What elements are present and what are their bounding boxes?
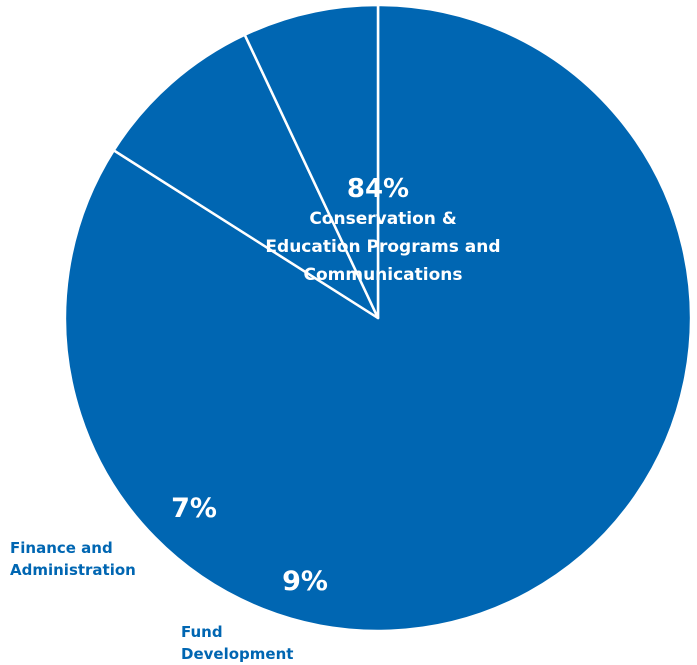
slice-label-conservation-line1: Conservation & (309, 209, 456, 229)
slice-percent-fund-development: 9% (282, 566, 328, 597)
slice-label-conservation-line3: Communications (303, 265, 462, 285)
slice-percent-finance-administration: 7% (171, 493, 217, 524)
slice-label-conservation: 84% Conservation & Education Programs an… (265, 174, 500, 285)
slice-finance-administration (243, 3, 380, 320)
slice-label-fund-development-line1: Fund (181, 623, 223, 641)
slice-label-finance-administration-line2: Administration (10, 561, 136, 579)
pie-slices (63, 3, 693, 633)
slice-label-finance-administration-line1: Finance and (10, 539, 113, 557)
slice-percent-conservation: 84% (347, 174, 409, 204)
slice-label-fund-development-line2: Development (181, 645, 293, 663)
slice-label-conservation-line2: Education Programs and (265, 237, 500, 257)
slice-fund-development (112, 33, 380, 320)
slice-label-finance-administration: Finance and Administration (10, 539, 136, 579)
slice-label-fund-development: Fund Development (181, 623, 293, 663)
